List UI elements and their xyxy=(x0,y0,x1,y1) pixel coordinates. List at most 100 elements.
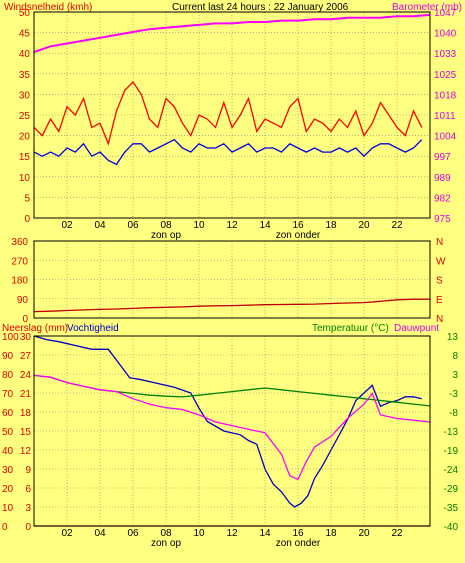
bottom-x-tick-20: 20 xyxy=(358,528,370,539)
temp-tick-8: -29 xyxy=(444,484,459,495)
wind-tick-45: 45 xyxy=(19,29,31,40)
temp-tick-0: 13 xyxy=(447,332,459,343)
compass-label-4: N xyxy=(436,314,443,325)
baro-tick-1025: 1025 xyxy=(434,70,457,81)
wind-tick-10: 10 xyxy=(19,173,31,184)
bottom-x-tick-18: 18 xyxy=(325,528,337,539)
top-x-tick-12: 12 xyxy=(226,220,238,231)
rain-tick-3: 3 xyxy=(25,503,31,514)
top-x-tick-02: 02 xyxy=(61,220,73,231)
humidity-tick-20: 20 xyxy=(2,484,14,495)
series-vochtigheid xyxy=(33,335,422,508)
baro-tick-1047: 1047 xyxy=(434,8,457,19)
rain-tick-15: 15 xyxy=(20,427,32,438)
bottom-x-tick-02: 02 xyxy=(61,528,73,539)
rain-tick-0: 0 xyxy=(25,522,31,533)
top-panel-frame xyxy=(33,11,431,219)
wind-tick-35: 35 xyxy=(19,70,31,81)
dir-tick-360: 360 xyxy=(11,237,28,248)
rain-tick-30: 30 xyxy=(20,332,32,343)
temp-tick-3: -3 xyxy=(449,389,458,400)
series-windrichting xyxy=(33,298,430,313)
mid-panel-frame xyxy=(33,240,431,319)
dewpoint-title: Dauwpunt xyxy=(394,323,439,334)
baro-tick-1040: 1040 xyxy=(434,29,457,40)
humidity-tick-70: 70 xyxy=(2,389,14,400)
bottom-x-tick-10: 10 xyxy=(193,528,205,539)
top-x-tick-06: 06 xyxy=(127,220,139,231)
baro-tick-1018: 1018 xyxy=(434,90,457,101)
rain-tick-24: 24 xyxy=(20,370,32,381)
compass-label-1: W xyxy=(436,256,446,267)
data-series xyxy=(33,13,431,527)
baro-tick-1033: 1033 xyxy=(434,49,457,60)
dir-tick-270: 270 xyxy=(11,256,28,267)
wind-tick-40: 40 xyxy=(19,49,31,60)
wind-tick-5: 5 xyxy=(24,193,30,204)
top-x-tick-16: 16 xyxy=(292,220,304,231)
top-x-tick-04: 04 xyxy=(94,220,106,231)
rain-tick-18: 18 xyxy=(20,408,32,419)
baro-tick-1004: 1004 xyxy=(434,132,457,143)
baro-tick-982: 982 xyxy=(434,193,451,204)
temp-tick-6: -19 xyxy=(444,446,459,457)
temp-tick-4: -8 xyxy=(449,408,458,419)
chart-title: Current last 24 hours : 22 January 2006 xyxy=(172,2,349,13)
wind-tick-30: 30 xyxy=(19,90,31,101)
temp-tick-1: 8 xyxy=(452,351,458,362)
rain-title: Neerslag (mm) xyxy=(2,323,68,334)
top-sunrise-label: zon op xyxy=(151,230,181,241)
temp-tick-7: -24 xyxy=(444,465,459,476)
humidity-tick-60: 60 xyxy=(2,408,14,419)
bottom-x-tick-22: 22 xyxy=(391,528,403,539)
top-sunset-label: zon onder xyxy=(276,230,321,241)
bottom-sunset-label: zon onder xyxy=(276,538,321,549)
series-dauwpunt xyxy=(33,374,431,481)
top-x-tick-20: 20 xyxy=(358,220,370,231)
temperature-title: Temperatuur (°C) xyxy=(312,323,389,334)
temp-tick-2: 3 xyxy=(452,370,458,381)
humidity-tick-0: 0 xyxy=(2,522,8,533)
barometer-title: Barometer (mb) xyxy=(392,2,462,13)
humidity-tick-90: 90 xyxy=(2,351,14,362)
humidity-tick-80: 80 xyxy=(2,370,14,381)
bottom-x-tick-16: 16 xyxy=(292,528,304,539)
humidity-tick-10: 10 xyxy=(2,503,14,514)
bottom-panel-frame xyxy=(33,335,431,527)
wind-tick-50: 50 xyxy=(19,8,31,19)
humidity-tick-40: 40 xyxy=(2,446,14,457)
baro-tick-997: 997 xyxy=(434,152,451,163)
baro-tick-1011: 1011 xyxy=(434,111,456,122)
wind-tick-0: 0 xyxy=(24,214,30,225)
top-x-tick-10: 10 xyxy=(193,220,205,231)
series-barometer xyxy=(33,13,431,54)
temp-tick-9: -35 xyxy=(444,503,459,514)
tick-labels: 5045403530252015105010471040103310251018… xyxy=(2,8,458,549)
humidity-title: Vochtigheid xyxy=(67,323,119,334)
humidity-tick-100: 100 xyxy=(2,332,19,343)
baro-tick-989: 989 xyxy=(434,173,451,184)
dir-tick-180: 180 xyxy=(11,276,28,287)
series-windsnelheid xyxy=(33,138,423,166)
compass-label-3: E xyxy=(436,295,443,306)
baro-tick-975: 975 xyxy=(434,214,451,225)
bottom-x-tick-06: 06 xyxy=(127,528,139,539)
temp-tick-10: -40 xyxy=(444,522,459,533)
bottom-sunrise-label: zon op xyxy=(151,538,181,549)
bottom-x-tick-14: 14 xyxy=(259,528,271,539)
panel-frames xyxy=(33,11,431,527)
compass-label-2: S xyxy=(436,276,443,287)
wind-tick-15: 15 xyxy=(19,152,31,163)
rain-tick-27: 27 xyxy=(20,351,32,362)
compass-label-0: N xyxy=(436,237,443,248)
temp-tick-5: -13 xyxy=(444,427,459,438)
bottom-x-tick-12: 12 xyxy=(226,528,238,539)
top-x-tick-22: 22 xyxy=(391,220,403,231)
top-x-tick-08: 08 xyxy=(160,220,172,231)
wind-speed-title: Windsnelheid (kmh) xyxy=(4,2,92,13)
rain-tick-21: 21 xyxy=(20,389,32,400)
wind-tick-20: 20 xyxy=(19,132,31,143)
